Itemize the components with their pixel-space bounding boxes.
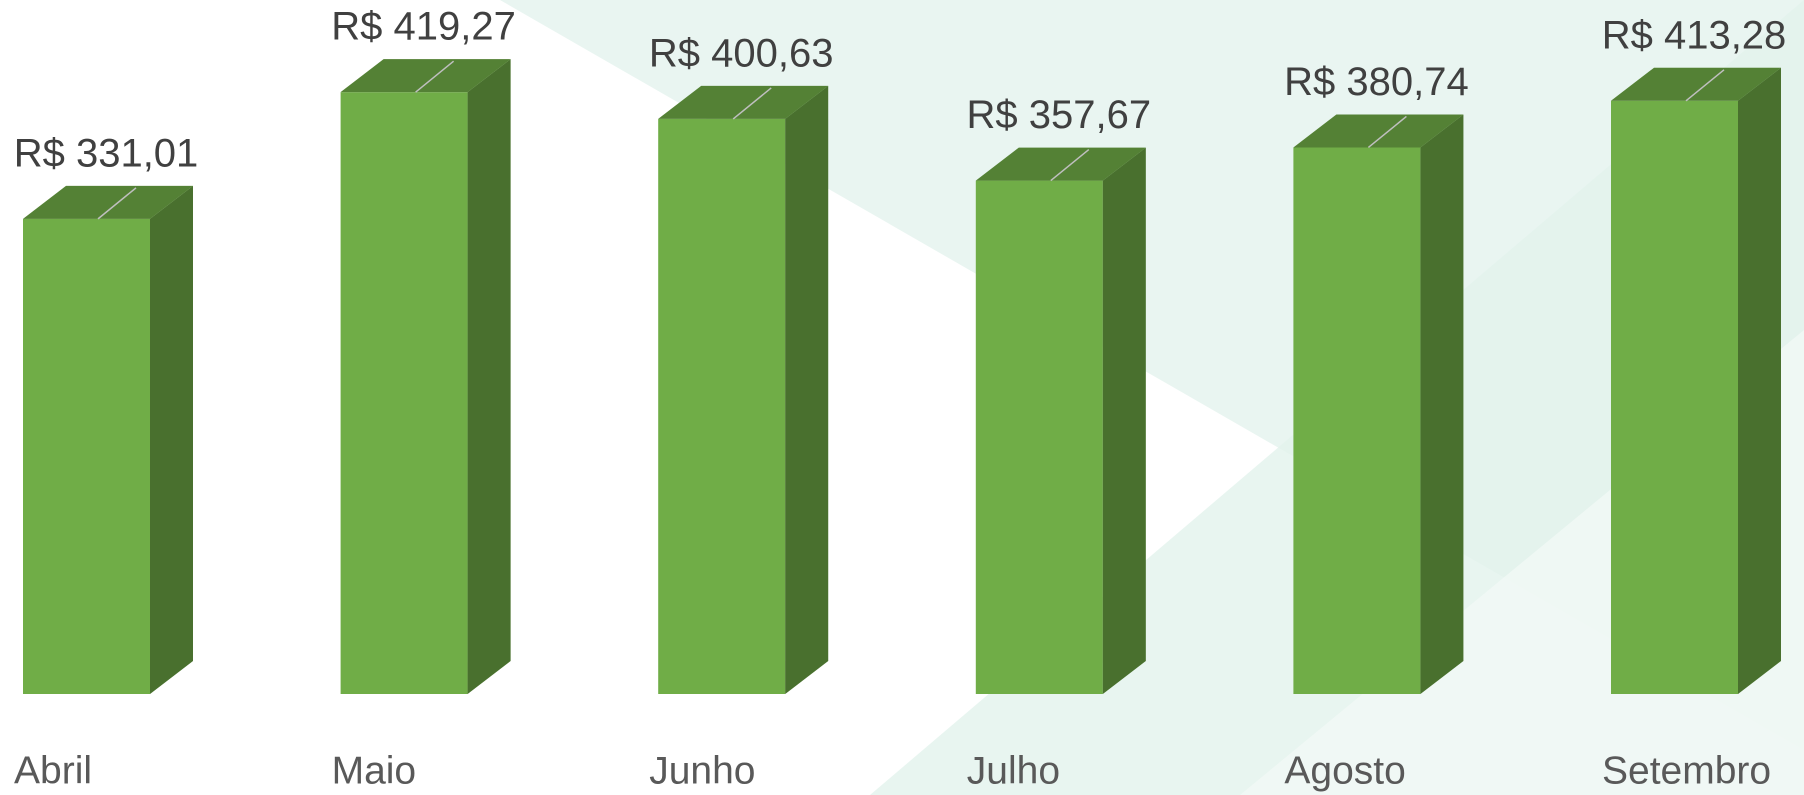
leader-line — [1367, 115, 1407, 149]
leader-line — [1685, 69, 1725, 102]
x-tick-label: Abril — [14, 749, 92, 792]
leader-line — [1050, 149, 1090, 182]
bar-top-shade — [340, 59, 511, 93]
bar-top — [1611, 67, 1781, 101]
bar-side — [467, 59, 511, 695]
bar-side-shade — [467, 59, 511, 695]
bar-top-shade — [23, 185, 193, 219]
leader-line — [732, 87, 772, 120]
bar-top — [340, 59, 511, 93]
bar-side-shade — [1420, 114, 1464, 694]
bar — [340, 92, 468, 694]
value-label: R$ 380,74 — [1284, 60, 1469, 104]
bar-side-shade — [785, 85, 829, 695]
bar-side — [785, 85, 829, 695]
bar-top-shade — [658, 85, 829, 119]
bar-top — [658, 85, 829, 119]
leader-line — [97, 187, 137, 220]
x-tick-label: Junho — [649, 749, 755, 792]
x-tick-label: Maio — [332, 749, 417, 792]
leader-line — [415, 60, 455, 93]
bar-side — [150, 185, 193, 694]
bar — [23, 218, 150, 694]
bar-top — [975, 147, 1146, 181]
bar-side-shade — [150, 185, 193, 694]
x-tick-label: Julho — [967, 749, 1060, 792]
x-tick-label: Agosto — [1284, 749, 1405, 792]
bar — [975, 180, 1103, 694]
bar — [1611, 100, 1738, 694]
bar-side — [1738, 67, 1781, 695]
value-label: R$ 357,67 — [967, 93, 1152, 137]
value-label: R$ 413,28 — [1602, 13, 1787, 57]
bar-side-shade — [1102, 147, 1146, 694]
bar-side — [1102, 147, 1146, 694]
value-label: R$ 419,27 — [331, 5, 516, 49]
value-label: R$ 331,01 — [14, 131, 199, 175]
bar-top — [23, 185, 193, 219]
bar-top-shade — [1611, 67, 1781, 101]
bar — [658, 118, 786, 695]
x-tick-label: Setembro — [1602, 749, 1771, 792]
bar-top-shade — [975, 147, 1146, 181]
bar — [1293, 147, 1421, 694]
bar-top-shade — [1293, 114, 1464, 148]
value-label: R$ 400,63 — [649, 31, 834, 75]
bar-side-shade — [1738, 67, 1781, 695]
bar-side — [1420, 114, 1464, 694]
bar-top — [1293, 114, 1464, 148]
